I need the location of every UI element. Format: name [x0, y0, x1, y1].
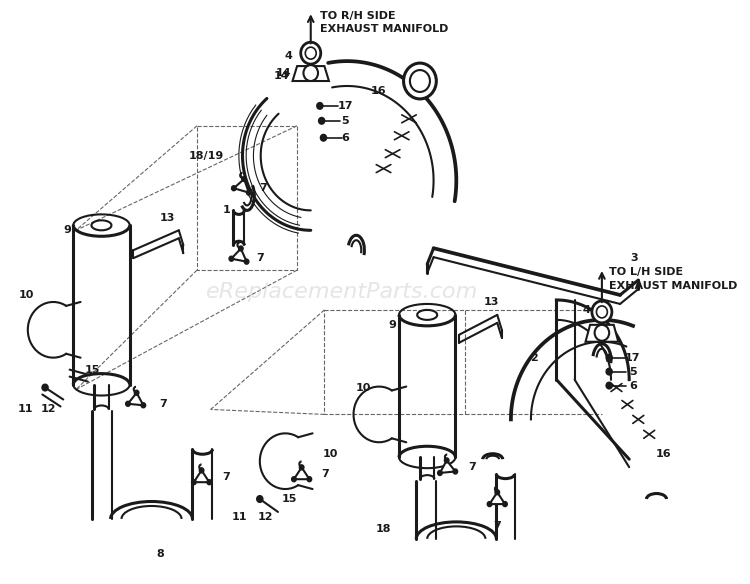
Text: 2: 2 — [530, 353, 538, 363]
Text: 7: 7 — [494, 521, 501, 531]
Text: 16: 16 — [656, 449, 671, 459]
Circle shape — [404, 63, 436, 99]
Text: 16: 16 — [371, 86, 387, 96]
Polygon shape — [234, 179, 249, 193]
Circle shape — [191, 479, 196, 485]
Text: 4: 4 — [583, 305, 590, 315]
Text: 9: 9 — [63, 225, 70, 235]
Circle shape — [321, 135, 326, 141]
Circle shape — [238, 246, 243, 251]
Circle shape — [495, 490, 500, 495]
Text: TO L/H SIDE: TO L/H SIDE — [609, 267, 683, 277]
Circle shape — [453, 469, 458, 474]
Text: 14: 14 — [274, 71, 290, 81]
Text: 6: 6 — [341, 133, 350, 142]
Circle shape — [438, 471, 442, 475]
Text: 17: 17 — [625, 353, 640, 363]
Circle shape — [317, 103, 322, 109]
Text: eReplacementParts.com: eReplacementParts.com — [206, 282, 478, 302]
Text: 10: 10 — [356, 383, 371, 392]
Circle shape — [607, 369, 612, 374]
Circle shape — [299, 465, 304, 470]
Circle shape — [244, 259, 249, 264]
Text: 9: 9 — [388, 320, 397, 330]
Text: 7: 7 — [260, 183, 267, 193]
Circle shape — [596, 306, 608, 318]
Circle shape — [445, 458, 449, 463]
Circle shape — [305, 47, 316, 59]
Text: 4: 4 — [285, 51, 292, 61]
Polygon shape — [490, 492, 505, 504]
Text: 11: 11 — [232, 512, 248, 522]
Circle shape — [319, 118, 325, 124]
Text: 8: 8 — [157, 549, 164, 559]
Circle shape — [141, 403, 146, 408]
Circle shape — [410, 70, 430, 92]
Circle shape — [257, 496, 262, 502]
Text: 17: 17 — [338, 101, 353, 111]
Text: 18/19: 18/19 — [188, 151, 224, 161]
Text: 13: 13 — [483, 297, 499, 307]
Circle shape — [607, 383, 612, 388]
Text: 14: 14 — [276, 68, 291, 78]
Polygon shape — [440, 460, 455, 473]
Circle shape — [134, 390, 139, 395]
Circle shape — [503, 502, 507, 506]
Circle shape — [488, 502, 492, 506]
Circle shape — [301, 42, 321, 64]
Text: 15: 15 — [85, 364, 100, 374]
Text: 10: 10 — [20, 290, 34, 300]
Polygon shape — [231, 249, 247, 262]
Text: 18: 18 — [376, 524, 392, 534]
Text: 12: 12 — [257, 512, 273, 522]
Text: 15: 15 — [281, 494, 296, 504]
Polygon shape — [194, 470, 209, 482]
Circle shape — [304, 65, 318, 81]
Circle shape — [242, 176, 247, 182]
Circle shape — [42, 384, 48, 391]
Text: EXHAUST MANIFOLD: EXHAUST MANIFOLD — [609, 281, 737, 291]
Text: 5: 5 — [341, 116, 350, 126]
Circle shape — [229, 256, 234, 261]
Text: 13: 13 — [159, 213, 175, 223]
Text: TO R/H SIDE: TO R/H SIDE — [320, 11, 395, 22]
Text: 7: 7 — [256, 253, 264, 263]
Circle shape — [592, 301, 612, 323]
Text: 6: 6 — [629, 381, 637, 391]
Polygon shape — [292, 66, 329, 81]
Circle shape — [607, 354, 612, 361]
Circle shape — [126, 401, 130, 406]
Text: 7: 7 — [222, 472, 230, 482]
Text: 3: 3 — [630, 253, 638, 263]
Circle shape — [207, 479, 212, 485]
Circle shape — [232, 186, 236, 191]
Circle shape — [595, 325, 609, 341]
Polygon shape — [128, 393, 143, 405]
Text: 12: 12 — [41, 405, 56, 415]
Text: 10: 10 — [323, 449, 338, 459]
Text: 11: 11 — [17, 405, 33, 415]
Polygon shape — [294, 467, 310, 479]
Text: 1: 1 — [224, 206, 231, 215]
Text: 7: 7 — [322, 469, 329, 479]
Circle shape — [292, 477, 296, 482]
Circle shape — [247, 190, 251, 195]
Text: 5: 5 — [629, 367, 637, 377]
Polygon shape — [586, 325, 618, 342]
Text: 7: 7 — [160, 399, 167, 409]
Circle shape — [307, 477, 312, 482]
Text: 7: 7 — [468, 462, 476, 472]
Text: EXHAUST MANIFOLD: EXHAUST MANIFOLD — [320, 25, 448, 34]
Circle shape — [200, 468, 204, 473]
